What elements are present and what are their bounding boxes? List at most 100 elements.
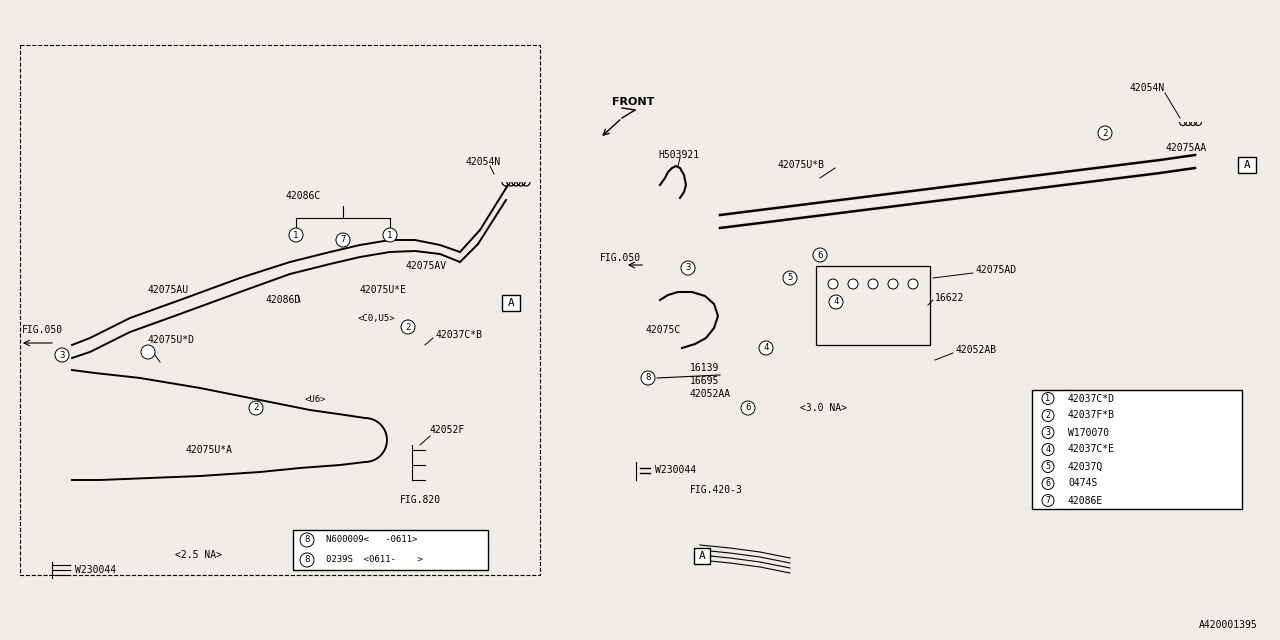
FancyBboxPatch shape — [293, 530, 488, 570]
Text: 4: 4 — [1046, 445, 1051, 454]
Text: W230044: W230044 — [655, 465, 696, 475]
Circle shape — [888, 279, 899, 289]
Text: 6: 6 — [1046, 479, 1051, 488]
Circle shape — [1098, 126, 1112, 140]
Text: FIG.820: FIG.820 — [399, 495, 442, 505]
Circle shape — [1042, 495, 1053, 506]
Text: 42037F*B: 42037F*B — [1068, 410, 1115, 420]
Circle shape — [401, 320, 415, 334]
Text: A: A — [508, 298, 515, 308]
Text: 16695: 16695 — [690, 376, 719, 386]
Text: 5: 5 — [787, 273, 792, 282]
Circle shape — [250, 401, 262, 415]
Text: 3: 3 — [59, 351, 65, 360]
Text: 42052F: 42052F — [430, 425, 465, 435]
Text: N600009<   -0611>: N600009< -0611> — [326, 536, 417, 545]
Text: 8: 8 — [305, 556, 310, 564]
Text: H503921: H503921 — [658, 150, 699, 160]
Text: 1: 1 — [1046, 394, 1051, 403]
Text: 4: 4 — [763, 344, 769, 353]
Text: 6: 6 — [818, 250, 823, 259]
Circle shape — [289, 228, 303, 242]
FancyBboxPatch shape — [1238, 157, 1256, 173]
Text: 42075AV: 42075AV — [404, 261, 447, 271]
Circle shape — [1042, 444, 1053, 456]
Text: 42054N: 42054N — [465, 157, 500, 167]
Text: 42075AU: 42075AU — [148, 285, 189, 295]
Text: 7: 7 — [340, 236, 346, 244]
Text: 42086E: 42086E — [1068, 495, 1103, 506]
Circle shape — [55, 348, 69, 362]
Text: A: A — [1244, 160, 1251, 170]
Circle shape — [1042, 461, 1053, 472]
Text: 0474S: 0474S — [1068, 479, 1097, 488]
Text: 42037Q: 42037Q — [1068, 461, 1103, 472]
Text: 2: 2 — [1102, 129, 1107, 138]
Text: 1: 1 — [293, 230, 298, 239]
Text: 42075AD: 42075AD — [975, 265, 1016, 275]
Text: 2: 2 — [1046, 411, 1051, 420]
Circle shape — [335, 233, 349, 247]
Text: 42075U*E: 42075U*E — [360, 285, 407, 295]
FancyBboxPatch shape — [694, 548, 710, 564]
Text: 42037C*D: 42037C*D — [1068, 394, 1115, 403]
Circle shape — [868, 279, 878, 289]
Text: 42075C: 42075C — [645, 325, 680, 335]
Text: 16622: 16622 — [934, 293, 964, 303]
Text: A: A — [699, 551, 705, 561]
Text: 42075U*D: 42075U*D — [148, 335, 195, 345]
Text: 3: 3 — [1046, 428, 1051, 437]
Text: 42054N: 42054N — [1130, 83, 1165, 93]
Text: 42075U*B: 42075U*B — [778, 160, 826, 170]
Text: 1: 1 — [388, 230, 393, 239]
Text: 2: 2 — [253, 403, 259, 413]
Circle shape — [1042, 426, 1053, 438]
Text: W170070: W170070 — [1068, 428, 1110, 438]
FancyBboxPatch shape — [1032, 390, 1242, 509]
Text: FIG.050: FIG.050 — [600, 253, 641, 263]
Text: W230044: W230044 — [76, 565, 116, 575]
Circle shape — [641, 371, 655, 385]
Circle shape — [1042, 410, 1053, 422]
Text: FRONT: FRONT — [612, 97, 654, 107]
Text: 42086D: 42086D — [265, 295, 301, 305]
Text: FIG.050: FIG.050 — [22, 325, 63, 335]
Text: <C0,U5>: <C0,U5> — [358, 314, 396, 323]
Text: 42075U*A: 42075U*A — [186, 445, 232, 455]
Circle shape — [300, 533, 314, 547]
Circle shape — [141, 345, 155, 359]
Circle shape — [783, 271, 797, 285]
Text: 8: 8 — [305, 536, 310, 545]
Bar — [20, 45, 540, 575]
Text: 3: 3 — [685, 264, 691, 273]
Circle shape — [908, 279, 918, 289]
Circle shape — [681, 261, 695, 275]
FancyBboxPatch shape — [502, 295, 520, 311]
Text: <2.5 NA>: <2.5 NA> — [175, 550, 221, 560]
Text: <3.0 NA>: <3.0 NA> — [800, 403, 847, 413]
Text: 4: 4 — [833, 298, 838, 307]
Circle shape — [849, 279, 858, 289]
Text: 2: 2 — [406, 323, 411, 332]
Text: 5: 5 — [1046, 462, 1051, 471]
Circle shape — [383, 228, 397, 242]
Circle shape — [759, 341, 773, 355]
Circle shape — [1042, 392, 1053, 404]
Circle shape — [829, 295, 844, 309]
Text: FIG.420-3: FIG.420-3 — [690, 485, 742, 495]
Text: 0239S  <0611-    >: 0239S <0611- > — [326, 556, 422, 564]
Text: <U6>: <U6> — [305, 396, 326, 404]
Text: 6: 6 — [745, 403, 750, 413]
Text: 16139: 16139 — [690, 363, 719, 373]
Circle shape — [1042, 477, 1053, 490]
Text: 42037C*E: 42037C*E — [1068, 445, 1115, 454]
Text: 42075AA: 42075AA — [1165, 143, 1206, 153]
Text: A420001395: A420001395 — [1199, 620, 1258, 630]
Circle shape — [300, 553, 314, 567]
Text: 42052AB: 42052AB — [955, 345, 996, 355]
Circle shape — [828, 279, 838, 289]
Text: 8: 8 — [645, 374, 650, 383]
Text: 42086C: 42086C — [285, 191, 321, 201]
Text: 7: 7 — [1046, 496, 1051, 505]
Circle shape — [813, 248, 827, 262]
